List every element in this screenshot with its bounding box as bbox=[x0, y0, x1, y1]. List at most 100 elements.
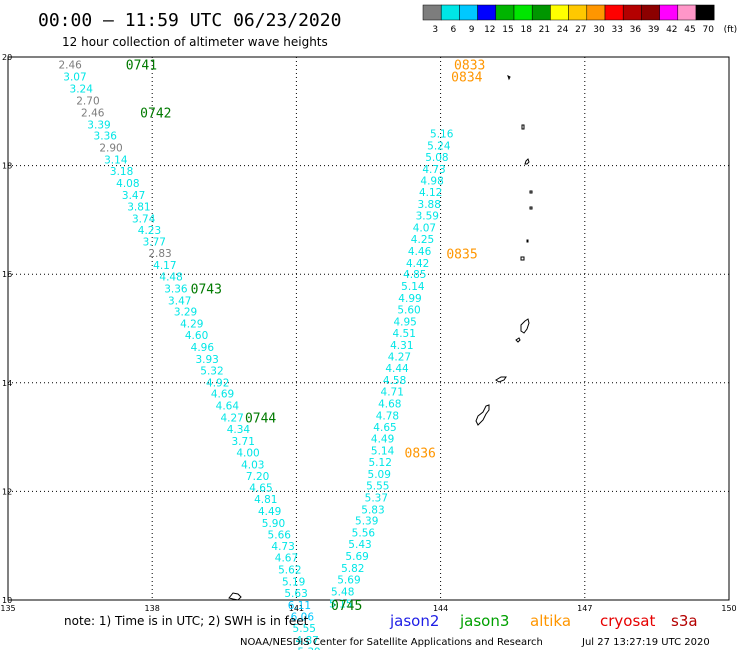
pass-time-label: 0745 bbox=[331, 599, 362, 614]
island-alamagan bbox=[529, 190, 533, 194]
swh-value: 4.27 bbox=[220, 413, 243, 425]
colorbar-label: 9 bbox=[469, 25, 475, 35]
swh-value: 5.09 bbox=[368, 469, 391, 481]
swh-value: 2.70 bbox=[76, 95, 99, 107]
island-saipan bbox=[520, 318, 530, 334]
colorbar-swatch bbox=[550, 4, 569, 21]
swh-value: 3.47 bbox=[168, 295, 191, 307]
colorbar-label: 6 bbox=[451, 25, 457, 35]
lat-tick-label: 12 bbox=[2, 487, 12, 496]
island-farallon bbox=[507, 75, 511, 81]
colorbar-label: 42 bbox=[666, 25, 677, 35]
colorbar-label: 70 bbox=[702, 25, 714, 35]
axis-labels: 135 138 141 144 147 150 10 12 14 16 18 20 bbox=[0, 53, 736, 613]
swh-value: 4.46 bbox=[408, 246, 432, 258]
colorbar: 3 6 9 12 15 18 21 24 27 30 33 36 39 42 45 70 (ft) bbox=[422, 4, 737, 35]
swh-value: 3.88 bbox=[418, 199, 441, 211]
swh-value: 3.93 bbox=[195, 354, 218, 366]
swh-value: 5.55 bbox=[366, 480, 389, 492]
swh-value: 3.71 bbox=[232, 436, 255, 448]
lon-tick-label: 141 bbox=[289, 604, 304, 613]
legend-altika: altika bbox=[530, 612, 571, 630]
swh-value: 5.48 bbox=[331, 586, 354, 598]
swh-value: 3.36 bbox=[164, 283, 188, 295]
colorbar-swatch bbox=[477, 4, 497, 21]
swh-value: 2.83 bbox=[148, 248, 171, 260]
colorbar-label: 27 bbox=[575, 25, 586, 35]
pass-time-label: 0834 bbox=[451, 71, 482, 86]
swh-value: 3.18 bbox=[110, 166, 133, 178]
swh-value: 4.29 bbox=[180, 319, 203, 331]
swh-value: 3.81 bbox=[127, 201, 150, 213]
colorbar-swatch bbox=[695, 4, 715, 21]
pass-time-label: 0835 bbox=[446, 248, 477, 263]
swh-value: 4.25 bbox=[411, 234, 434, 246]
colorbar-label: 15 bbox=[502, 25, 513, 35]
island-guam bbox=[475, 404, 490, 426]
swh-value: 3.47 bbox=[122, 190, 145, 202]
island-sarigan bbox=[526, 239, 529, 243]
lat-tick-label: 20 bbox=[2, 53, 12, 62]
swh-value: 5.16 bbox=[430, 129, 454, 141]
lon-tick-label: 138 bbox=[145, 604, 160, 613]
timestamp-text: Jul 27 13:27:19 UTC 2020 bbox=[581, 637, 710, 648]
island-rota bbox=[495, 376, 507, 383]
swh-value: 7.20 bbox=[246, 471, 269, 483]
swh-value: 5.08 bbox=[425, 152, 448, 164]
swh-value: 4.08 bbox=[116, 178, 139, 190]
colorbar-label: 3 bbox=[432, 25, 438, 35]
swh-value: 4.73 bbox=[422, 164, 445, 176]
swh-value: 5.83 bbox=[361, 504, 384, 516]
lon-tick-label: 135 bbox=[0, 604, 15, 613]
legend-cryosat: cryosat bbox=[600, 612, 655, 630]
swh-value: 5.12 bbox=[369, 457, 392, 469]
swh-labels: 2.463.073.242.702.463.393.362.903.143.18… bbox=[58, 60, 453, 650]
swh-value: 3.36 bbox=[94, 131, 118, 143]
swh-value: 6.06 bbox=[291, 611, 315, 623]
swh-value: 4.17 bbox=[153, 260, 176, 272]
colorbar-label: 18 bbox=[520, 25, 532, 35]
island-anatahan bbox=[520, 256, 525, 261]
map-frame bbox=[7, 56, 730, 601]
colorbar-label: 36 bbox=[630, 25, 642, 35]
island-maug bbox=[521, 124, 525, 130]
swh-value: 5.69 bbox=[345, 551, 368, 563]
swh-value: 4.68 bbox=[378, 398, 401, 410]
swh-value: 4.34 bbox=[227, 424, 251, 436]
swh-value: 5.39 bbox=[355, 516, 378, 528]
swh-value: 3.07 bbox=[63, 72, 86, 84]
lat-tick-label: 14 bbox=[2, 379, 12, 388]
colorbar-label: 12 bbox=[484, 25, 495, 35]
colorbar-swatch bbox=[422, 4, 442, 21]
swh-value: 3.74 bbox=[132, 213, 156, 225]
credit-text: NOAA/NESDIS Center for Satellite Applica… bbox=[240, 637, 543, 648]
swh-value: 4.64 bbox=[216, 401, 240, 413]
swh-value: 5.82 bbox=[341, 563, 364, 575]
swh-value: 4.23 bbox=[138, 225, 161, 237]
swh-value: 4.49 bbox=[371, 434, 394, 446]
pass-time-label: 0744 bbox=[245, 412, 276, 427]
swh-value: 5.90 bbox=[262, 518, 285, 530]
legend-jason3: jason3 bbox=[459, 612, 509, 630]
swh-value: 4.12 bbox=[419, 187, 442, 199]
island-pagan-north bbox=[524, 158, 530, 165]
swh-value: 4.51 bbox=[393, 328, 416, 340]
colorbar-swatch bbox=[568, 4, 588, 21]
colorbar-swatch bbox=[531, 4, 551, 21]
island-outlines bbox=[228, 75, 533, 601]
swh-value: 4.67 bbox=[275, 553, 298, 565]
island-tinian bbox=[515, 337, 521, 343]
swh-value: 5.43 bbox=[348, 539, 371, 551]
lat-tick-label: 10 bbox=[2, 596, 12, 605]
swh-value: 4.85 bbox=[403, 269, 426, 281]
swh-value: 4.31 bbox=[390, 340, 413, 352]
swh-value: 4.49 bbox=[258, 506, 281, 518]
swh-value: 4.58 bbox=[383, 375, 406, 387]
colorbar-label: 30 bbox=[593, 25, 605, 35]
swh-value: 4.65 bbox=[249, 483, 272, 495]
swh-value: 5.69 bbox=[337, 574, 360, 586]
page-title: 00:00 – 11:59 UTC 06/23/2020 bbox=[38, 10, 341, 31]
swh-value: 4.69 bbox=[211, 389, 234, 401]
